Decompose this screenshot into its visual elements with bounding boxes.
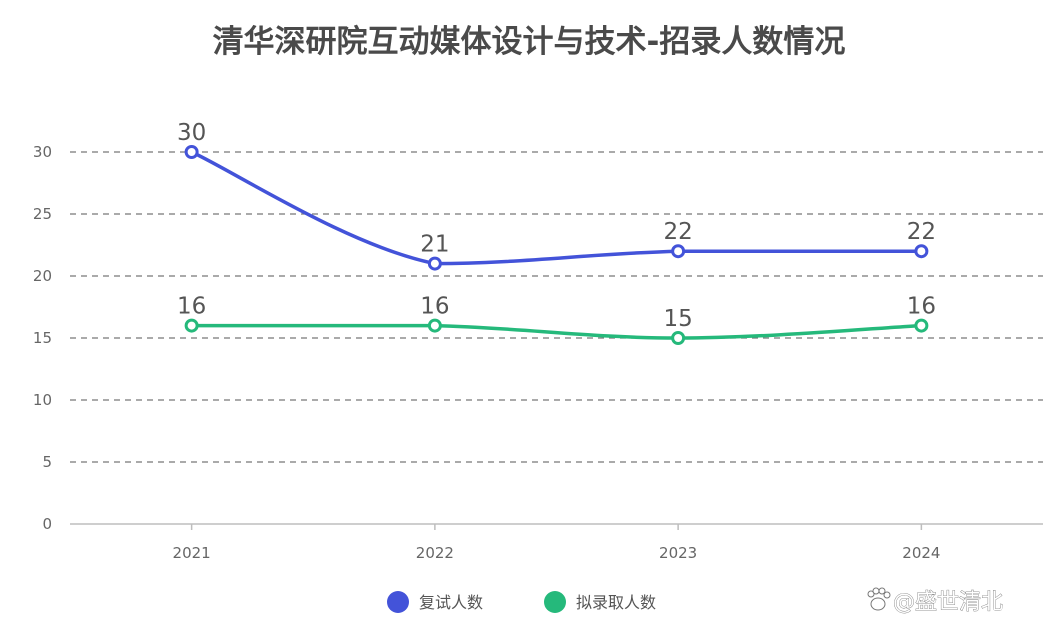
y-axis: 0 5 10 15 20 25 30: [33, 143, 52, 533]
x-axis: 2021 2022 2023 2024: [70, 523, 1043, 562]
data-label: 15: [663, 306, 692, 332]
y-tick-label: 15: [33, 329, 52, 347]
series-layer: 30 21 22 22 16 16 15 16: [177, 120, 936, 345]
y-tick-label: 0: [42, 515, 52, 533]
data-label: 21: [420, 232, 449, 258]
y-tick-label: 10: [33, 391, 52, 409]
data-point[interactable]: [671, 331, 686, 345]
data-point[interactable]: [914, 318, 929, 333]
y-tick-label: 25: [33, 205, 52, 223]
x-tick-label: 2021: [173, 544, 211, 562]
y-tick-label: 5: [42, 453, 52, 471]
data-point[interactable]: [184, 318, 199, 333]
legend-item[interactable]: 拟录取人数: [544, 591, 656, 613]
data-point[interactable]: [914, 244, 929, 259]
data-point[interactable]: [184, 145, 199, 159]
data-point[interactable]: [427, 318, 442, 333]
legend-label: 复试人数: [419, 593, 483, 612]
y-tick-label: 20: [33, 267, 52, 285]
series-1: 30 21 22 22: [177, 120, 936, 271]
series-2: 16 16 15 16: [177, 294, 936, 345]
x-tick-label: 2024: [902, 544, 940, 562]
watermark: @盛世清北: [867, 587, 1003, 615]
legend-label: 拟录取人数: [576, 593, 656, 612]
data-label: 16: [420, 294, 449, 320]
watermark-text: @盛世清北: [893, 590, 1003, 615]
chart-title: 清华深研院互动媒体设计与技术-招录人数情况: [213, 24, 846, 60]
grid-lines: [70, 151, 1043, 463]
data-label: 22: [907, 219, 936, 245]
data-label: 16: [177, 294, 206, 320]
legend-swatch: [544, 591, 566, 613]
data-label: 16: [907, 294, 936, 320]
x-tick-label: 2022: [416, 544, 454, 562]
y-tick-label: 30: [33, 143, 52, 161]
legend[interactable]: 复试人数 拟录取人数: [387, 591, 656, 613]
data-label: 22: [663, 219, 692, 245]
data-label: 30: [177, 120, 206, 146]
legend-swatch: [387, 591, 409, 613]
x-tick-label: 2023: [659, 544, 697, 562]
series-line: [189, 323, 924, 340]
data-point[interactable]: [427, 256, 442, 271]
legend-item[interactable]: 复试人数: [387, 591, 483, 613]
paw-icon: [867, 587, 891, 611]
series-line: [189, 150, 924, 266]
data-point[interactable]: [671, 244, 686, 259]
